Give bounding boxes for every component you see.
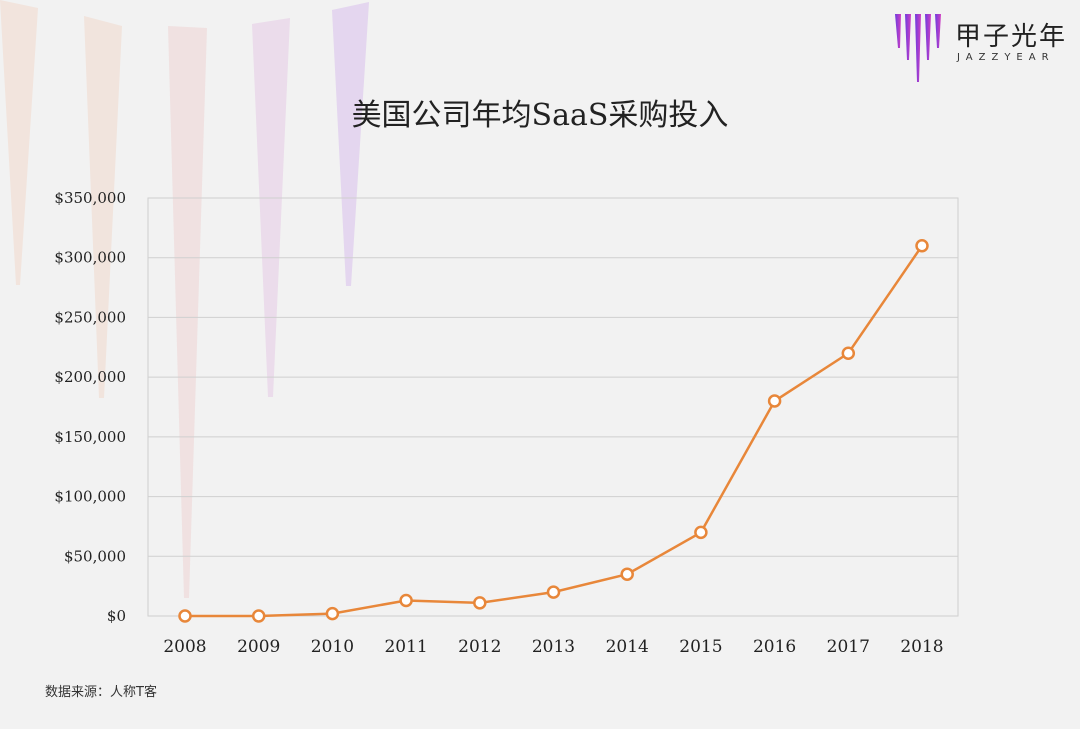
data-point	[473, 596, 487, 610]
data-point	[915, 239, 929, 253]
series-line	[185, 245, 924, 618]
y-tick-label: $0	[107, 607, 126, 625]
x-tick-label: 2018	[900, 637, 943, 657]
y-tick-label: $350,000	[54, 189, 126, 207]
x-tick-label: 2016	[753, 637, 796, 657]
x-tick-label: 2013	[532, 637, 575, 657]
data-point	[546, 585, 561, 599]
x-tick-label: 2009	[237, 637, 280, 657]
x-tick-label: 2014	[606, 637, 649, 657]
x-axis-ticks: 2008 2009 2010 2011 2012 2013 2014 2015 2016 2017…	[163, 637, 943, 657]
brand-name: 甲子光年	[955, 22, 1068, 52]
source-note: 数据来源：人称T客	[45, 685, 157, 700]
data-point	[399, 593, 413, 608]
data-points	[178, 239, 929, 623]
data-point	[767, 394, 782, 408]
x-tick-label: 2010	[311, 637, 354, 657]
y-tick-label: $300,000	[54, 249, 126, 267]
y-tick-label: $50,000	[64, 547, 126, 565]
y-axis-ticks: $0 $50,000 $100,000 $150,000 $200,000 $250,00…	[54, 189, 126, 625]
chart-title: 美国公司年均SaaS采购投入	[351, 98, 729, 133]
x-tick-label: 2011	[384, 637, 427, 657]
x-tick-label: 2012	[458, 637, 501, 657]
plot-area	[147, 197, 959, 617]
brand-subtitle: JAZZYEAR	[957, 52, 1055, 63]
data-point	[694, 525, 708, 540]
data-point	[325, 606, 340, 621]
y-tick-label: $200,000	[54, 368, 126, 386]
y-tick-label: $150,000	[54, 428, 126, 446]
gridlines	[148, 257, 958, 557]
x-tick-label: 2008	[163, 637, 206, 657]
x-tick-label: 2017	[827, 637, 870, 657]
data-point	[620, 567, 634, 581]
brand-logo-icon	[895, 14, 941, 82]
data-point	[841, 346, 856, 361]
y-tick-label: $100,000	[54, 488, 126, 506]
data-point	[178, 609, 192, 623]
y-tick-label: $250,000	[54, 308, 126, 326]
x-tick-label: 2015	[679, 637, 722, 657]
data-point	[251, 609, 266, 623]
